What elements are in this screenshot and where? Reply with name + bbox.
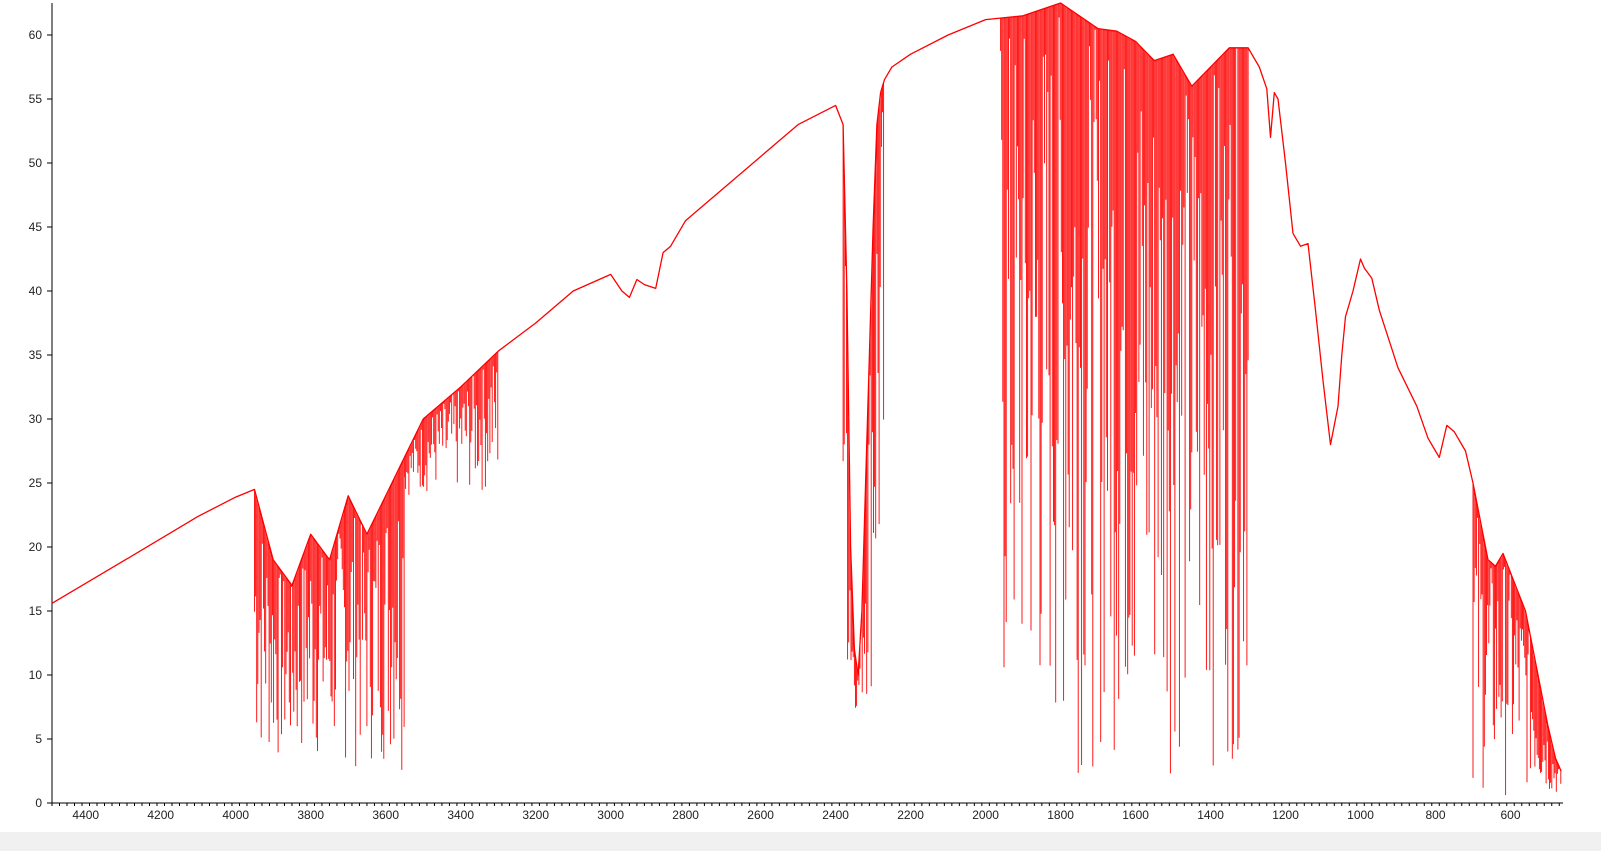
x-tick-label: 800 bbox=[1426, 808, 1446, 822]
y-tick-label: 10 bbox=[29, 668, 43, 682]
x-tick-label: 4400 bbox=[72, 808, 99, 822]
absorption-band bbox=[254, 458, 405, 770]
y-tick-label: 30 bbox=[29, 412, 43, 426]
x-tick-label: 2800 bbox=[672, 808, 699, 822]
y-tick-label: 40 bbox=[29, 284, 43, 298]
x-tick-label: 1400 bbox=[1197, 808, 1224, 822]
x-tick-label: 2200 bbox=[897, 808, 924, 822]
y-tick-label: 45 bbox=[29, 220, 43, 234]
x-tick-label: 3800 bbox=[297, 808, 324, 822]
y-tick-label: 60 bbox=[29, 28, 43, 42]
y-tick-label: 55 bbox=[29, 92, 43, 106]
x-tick-label: 3600 bbox=[372, 808, 399, 822]
x-tick-label: 1800 bbox=[1047, 808, 1074, 822]
x-tick-label: 4200 bbox=[147, 808, 174, 822]
y-tick-label: 25 bbox=[29, 476, 43, 490]
x-tick-label: 3200 bbox=[522, 808, 549, 822]
x-tick-label: 2600 bbox=[747, 808, 774, 822]
bottom-strip bbox=[0, 832, 1601, 851]
y-tick-label: 20 bbox=[29, 540, 43, 554]
x-tick-label: 4000 bbox=[222, 808, 249, 822]
y-tick-label: 5 bbox=[35, 732, 42, 746]
x-tick-label: 3400 bbox=[447, 808, 474, 822]
absorption-band bbox=[1000, 3, 1249, 774]
absorption-band bbox=[1472, 483, 1562, 796]
y-tick-label: 15 bbox=[29, 604, 43, 618]
x-tick-label: 2000 bbox=[972, 808, 999, 822]
series-group bbox=[51, 2, 1562, 796]
x-tick-label: 1200 bbox=[1272, 808, 1299, 822]
x-tick-label: 1600 bbox=[1122, 808, 1149, 822]
x-tick-label: 600 bbox=[1500, 808, 1520, 822]
y-axis: 0 5 10 15 20 25 30 35 40 45 50 55 60 bbox=[29, 3, 53, 810]
x-axis: 4400 4200 4000 3800 3600 3400 3200 3000 2800 2600… bbox=[51, 802, 1563, 822]
x-tick-label: 2400 bbox=[822, 808, 849, 822]
y-tick-label: 0 bbox=[35, 796, 42, 810]
absorption-band bbox=[403, 351, 499, 495]
absorption-band bbox=[842, 82, 885, 708]
y-tick-label: 50 bbox=[29, 156, 43, 170]
x-tick-label: 3000 bbox=[597, 808, 624, 822]
y-tick-label: 35 bbox=[29, 348, 43, 362]
x-tick-label: 1000 bbox=[1347, 808, 1374, 822]
